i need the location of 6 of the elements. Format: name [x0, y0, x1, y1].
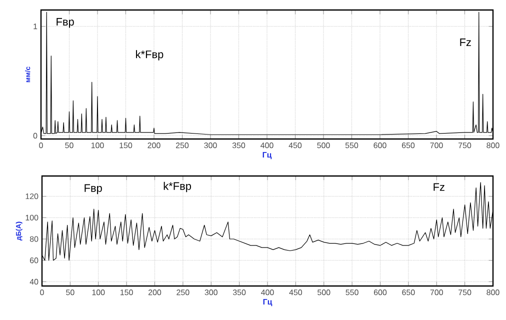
annotation: Fz — [460, 38, 471, 46]
annotation: Fz — [434, 183, 444, 191]
annotation: Fвр — [56, 18, 74, 28]
annotation: k*Fвр — [136, 50, 164, 60]
annotation: k*Fвр — [164, 182, 192, 192]
annotation: Fвр — [84, 184, 102, 194]
